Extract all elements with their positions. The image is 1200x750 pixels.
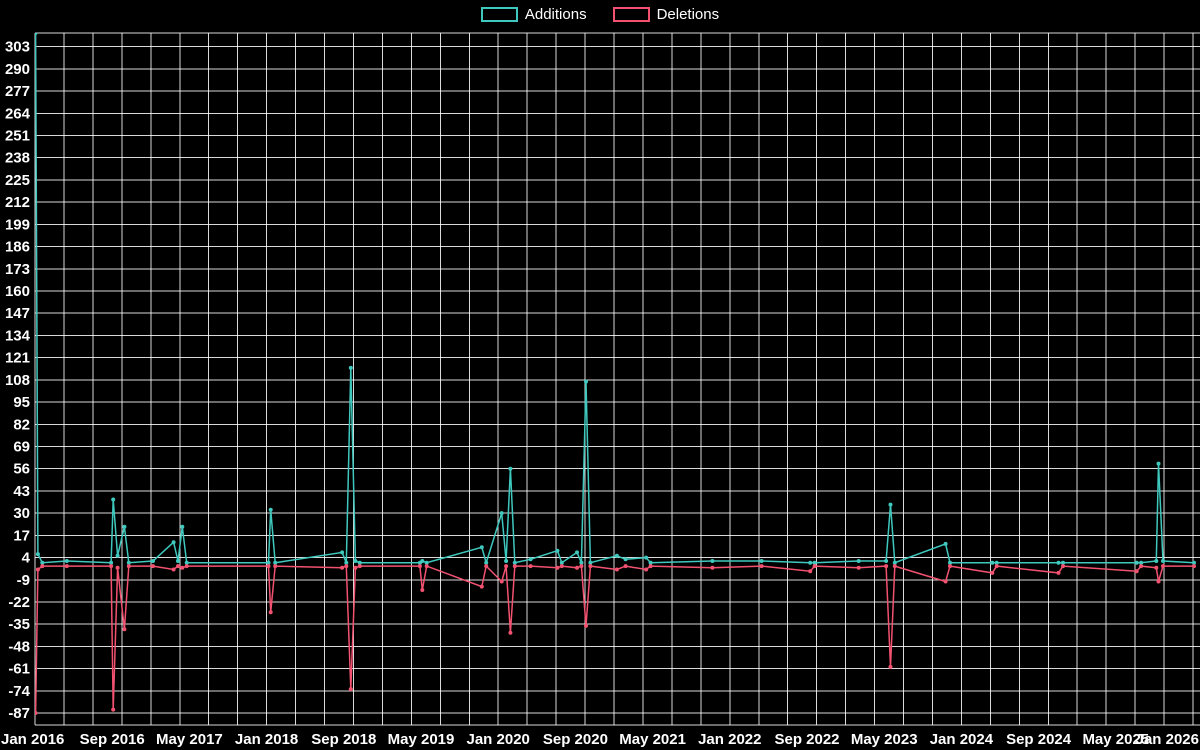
axis-labels: 303 290 277 264 251 238 225 212 199 186 173 160 147 1…: [1, 39, 1199, 748]
svg-text:303: 303: [5, 39, 30, 56]
svg-text:May 2017: May 2017: [156, 731, 223, 748]
svg-text:264: 264: [5, 105, 31, 122]
svg-text:212: 212: [5, 194, 30, 211]
svg-text:Jan 2018: Jan 2018: [235, 731, 298, 748]
svg-text:108: 108: [5, 372, 30, 389]
chart-legend: Additions Deletions: [0, 7, 1200, 22]
svg-text:238: 238: [5, 150, 30, 167]
svg-text:95: 95: [13, 394, 30, 411]
svg-text:43: 43: [13, 483, 30, 500]
svg-text:251: 251: [5, 128, 30, 145]
svg-text:121: 121: [5, 350, 30, 367]
svg-text:-35: -35: [8, 616, 30, 633]
svg-text:160: 160: [5, 283, 30, 300]
svg-text:-87: -87: [8, 705, 30, 722]
svg-text:4: 4: [22, 550, 31, 567]
svg-text:277: 277: [5, 83, 30, 100]
svg-text:186: 186: [5, 239, 30, 256]
svg-text:199: 199: [5, 216, 30, 233]
svg-text:Sep 2016: Sep 2016: [80, 731, 145, 748]
gridlines: [34, 32, 1200, 726]
svg-text:Jan 2022: Jan 2022: [698, 731, 761, 748]
legend-item-deletions[interactable]: Deletions: [612, 6, 720, 23]
series-additions: [35, 33, 1196, 566]
svg-text:-48: -48: [8, 638, 30, 655]
deletions-swatch: [612, 7, 650, 22]
svg-text:Sep 2022: Sep 2022: [774, 731, 839, 748]
svg-text:May 2025: May 2025: [1082, 731, 1149, 748]
svg-text:May 2019: May 2019: [388, 731, 455, 748]
svg-text:May 2023: May 2023: [851, 731, 918, 748]
additions-legend-label: Additions: [524, 6, 587, 23]
svg-text:30: 30: [13, 505, 30, 522]
svg-text:173: 173: [5, 261, 30, 278]
svg-text:Sep 2018: Sep 2018: [311, 731, 376, 748]
svg-text:Sep 2020: Sep 2020: [543, 731, 608, 748]
legend-item-additions[interactable]: Additions: [480, 6, 587, 23]
svg-text:290: 290: [5, 61, 30, 78]
svg-text:134: 134: [5, 327, 31, 344]
additions-swatch: [480, 7, 518, 22]
svg-text:225: 225: [5, 172, 30, 189]
svg-text:-22: -22: [8, 594, 30, 611]
svg-text:May 2021: May 2021: [619, 731, 686, 748]
svg-text:-74: -74: [8, 683, 30, 700]
svg-text:Jan 2024: Jan 2024: [930, 731, 994, 748]
svg-text:147: 147: [5, 305, 30, 322]
svg-text:Jan 2026: Jan 2026: [1136, 731, 1199, 748]
svg-text:Jan 2020: Jan 2020: [467, 731, 530, 748]
svg-text:82: 82: [13, 416, 30, 433]
svg-text:69: 69: [13, 439, 30, 456]
series-deletions: [35, 564, 1196, 715]
svg-text:17: 17: [13, 527, 30, 544]
svg-text:56: 56: [13, 461, 30, 478]
svg-text:-61: -61: [8, 661, 30, 678]
svg-text:Jan 2016: Jan 2016: [1, 731, 64, 748]
deletions-legend-label: Deletions: [656, 6, 720, 23]
svg-text:-9: -9: [17, 572, 30, 589]
svg-text:Sep 2024: Sep 2024: [1006, 731, 1072, 748]
